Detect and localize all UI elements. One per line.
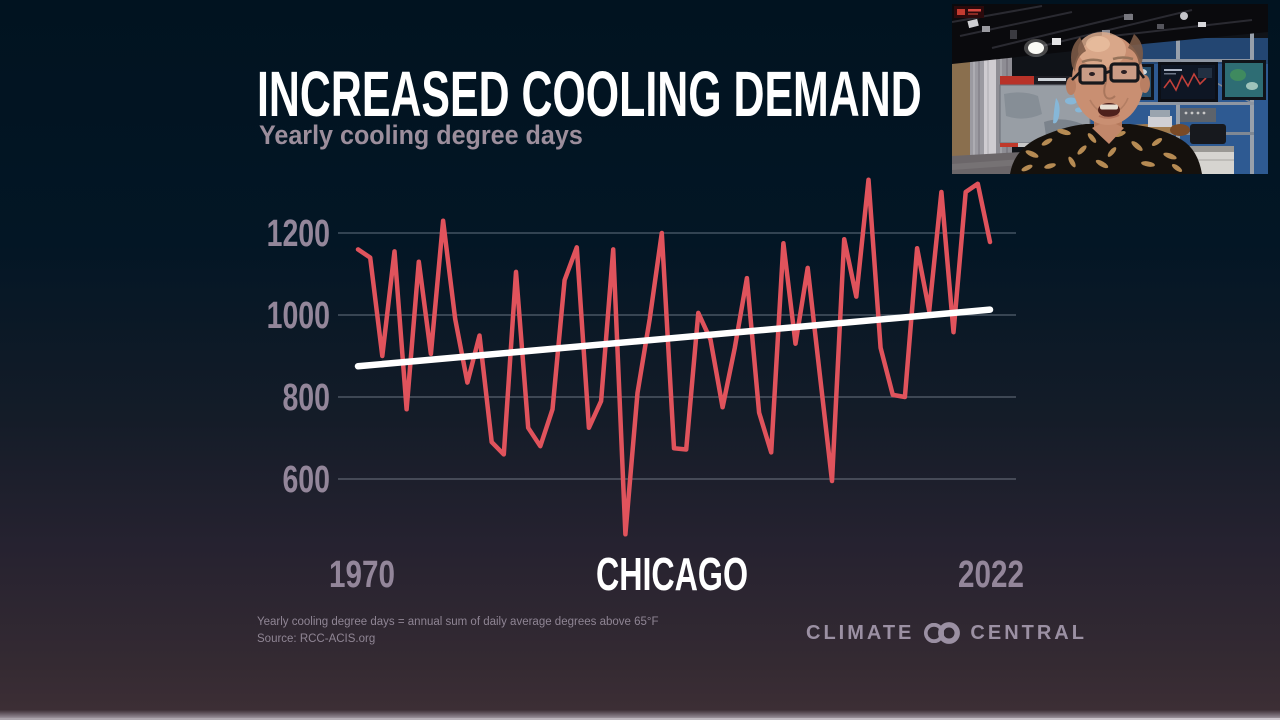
logo-text-central: CENTRAL [970, 621, 1087, 644]
presenter-head [1066, 32, 1150, 125]
city-label: CHICAGO [595, 548, 749, 600]
page-subtitle: Yearly cooling degree days [259, 120, 583, 150]
studio-lights [967, 12, 1206, 57]
ytick-label-800: 800 [282, 377, 330, 419]
presenter [1010, 32, 1202, 174]
bottom-edge-highlight [0, 718, 1280, 720]
ytick-label-1200: 1200 [267, 213, 330, 255]
yearly-cdd-line [355, 177, 993, 537]
presenter-shirt [1010, 124, 1202, 174]
footnote: Yearly cooling degree days = annual sum … [257, 614, 659, 647]
page-title: INCREASED COOLING DEMAND [257, 58, 922, 130]
presenter-chest [1092, 120, 1124, 144]
presenter-mouth [1098, 103, 1120, 119]
presenter-video [952, 4, 1268, 174]
glasses [1071, 62, 1146, 85]
light-truss [952, 5, 1253, 49]
ytick-label-1000: 1000 [267, 295, 330, 337]
footnote-definition: Yearly cooling degree days = annual sum … [257, 616, 659, 628]
footnote-source: Source: RCC-ACIS.org [257, 632, 376, 645]
on-air-sign [954, 6, 984, 18]
xtick-end-year: 2022 [958, 554, 1024, 596]
climate-central-logo: CLIMATE CENTRAL [806, 621, 1087, 645]
xtick-start-year: 1970 [329, 554, 395, 596]
trend-line [354, 306, 994, 370]
ytick-label-600: 600 [282, 459, 330, 501]
interlocking-rings-icon [924, 622, 961, 644]
logo-text-climate: CLIMATE [806, 621, 915, 644]
